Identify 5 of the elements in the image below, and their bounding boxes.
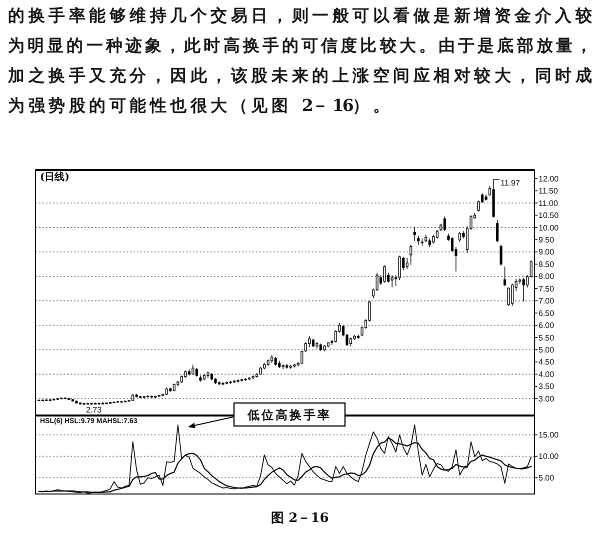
annotation: 11.97 <box>500 178 520 188</box>
caption: 图 2－16 <box>271 511 329 526</box>
title: (日线) <box>40 172 70 183</box>
annotation: 2.73 <box>86 406 102 415</box>
annotation: 低位高换手率 <box>248 408 332 422</box>
